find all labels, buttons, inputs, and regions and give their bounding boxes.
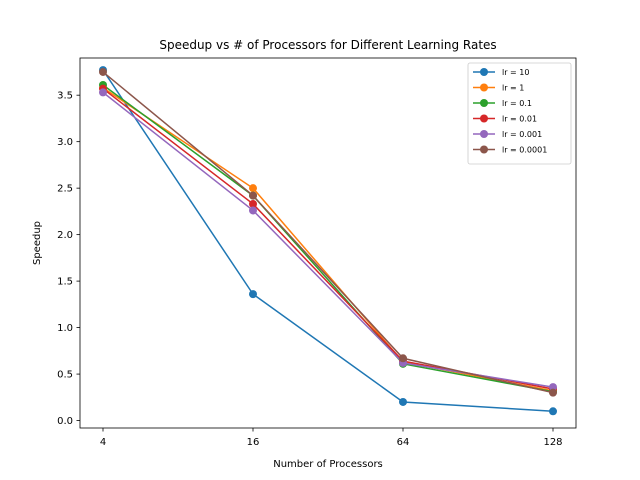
y-axis: 0.0 0.5 1.0 1.5 2.0 2.5 3.0 3.5 <box>57 91 80 427</box>
legend: lr = 10 lr = 1 lr = 0.1 lr = 0.01 lr = 0.001… <box>467 62 572 165</box>
data-point <box>99 88 107 97</box>
y-tick-label: 1.5 <box>57 277 73 288</box>
data-point <box>249 290 257 299</box>
y-tick-label: 3.0 <box>57 137 73 148</box>
y-tick-label: 0.0 <box>57 416 73 427</box>
legend-item: lr = 10 <box>473 68 529 77</box>
data-point <box>399 397 407 406</box>
legend-item: lr = 0.0001 <box>473 145 547 155</box>
x-tick-label: 4 <box>100 437 106 448</box>
legend-swatch-marker <box>480 130 488 138</box>
legend-swatch-marker <box>480 83 488 92</box>
series-line <box>102 87 554 392</box>
series-layer <box>99 66 557 416</box>
data-point <box>99 67 107 76</box>
data-point <box>249 206 257 215</box>
data-point <box>399 354 407 363</box>
y-tick-label: 3.5 <box>57 91 73 102</box>
legend-item: lr = 0.001 <box>473 130 542 139</box>
legend-item: lr = 0.01 <box>473 114 537 124</box>
legend-label: lr = 0.01 <box>502 115 537 124</box>
x-tick-label: 16 <box>247 437 260 448</box>
y-tick-label: 2.0 <box>57 230 73 241</box>
legend-item: lr = 0.1 <box>473 99 532 108</box>
x-axis-label: Number of Processors <box>273 459 383 470</box>
data-point <box>249 199 257 208</box>
data-point <box>549 407 557 416</box>
x-axis: 4 16 64 128 <box>100 428 563 448</box>
y-tick-label: 1.0 <box>57 323 73 334</box>
series-line <box>102 71 554 394</box>
data-point <box>249 191 257 200</box>
legend-swatch-marker <box>480 68 488 76</box>
legend-label: lr = 0.1 <box>502 99 532 108</box>
y-tick-label: 2.5 <box>57 184 73 195</box>
y-axis-label: Speedup <box>32 221 43 265</box>
legend-swatch-marker <box>480 99 488 107</box>
series-5 <box>99 67 557 397</box>
legend-swatch-marker <box>480 114 488 123</box>
legend-label: lr = 10 <box>502 68 529 77</box>
data-point <box>549 388 557 397</box>
legend-label: lr = 1 <box>502 84 524 93</box>
data-point <box>249 184 257 193</box>
legend-swatch-marker <box>480 145 488 154</box>
x-tick-label: 128 <box>543 437 562 448</box>
series-line <box>102 84 554 393</box>
x-tick-label: 64 <box>397 437 410 448</box>
legend-label: lr = 0.001 <box>502 130 542 139</box>
plot-area <box>79 57 577 429</box>
data-point <box>549 383 557 392</box>
legend-label: lr = 0.0001 <box>502 146 547 155</box>
plot-frame <box>79 57 577 429</box>
legend-item: lr = 1 <box>473 83 524 93</box>
series-line <box>102 69 554 413</box>
chart-title: Speedup vs # of Processors for Different… <box>159 38 496 52</box>
y-tick-label: 0.5 <box>57 370 73 381</box>
